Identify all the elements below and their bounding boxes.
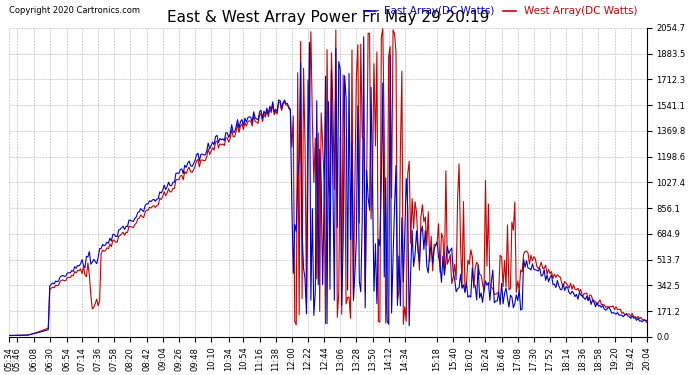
Text: Copyright 2020 Cartronics.com: Copyright 2020 Cartronics.com bbox=[9, 6, 139, 15]
Title: East & West Array Power Fri May 29 20:19: East & West Array Power Fri May 29 20:19 bbox=[166, 10, 489, 25]
Legend: East Array(DC Watts), West Array(DC Watts): East Array(DC Watts), West Array(DC Watt… bbox=[359, 2, 642, 21]
